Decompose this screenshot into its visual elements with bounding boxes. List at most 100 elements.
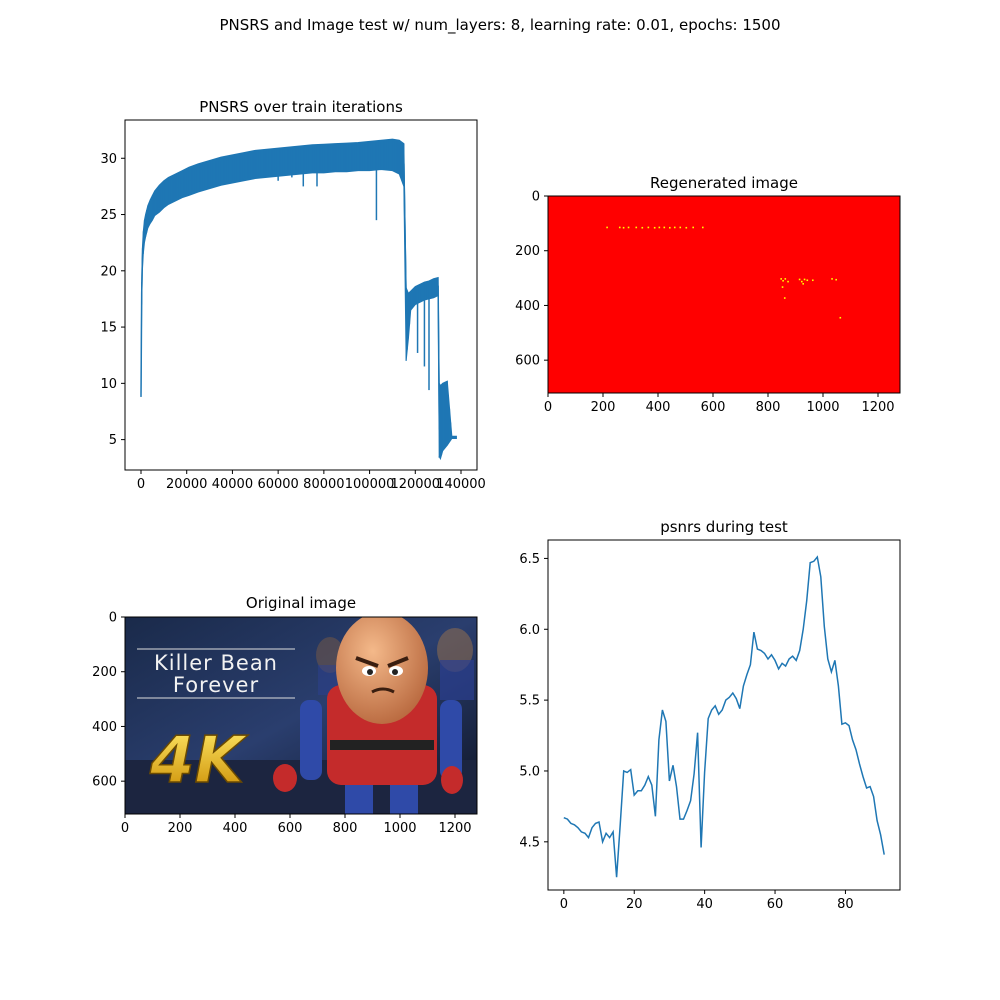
regen-y-tick-label: 400: [515, 299, 540, 314]
train-y-tick-label: 10: [100, 377, 117, 392]
original-x-tick-label: 1200: [438, 821, 471, 836]
test-plot-frame: [547, 539, 901, 891]
train-noise-segment: [414, 284, 420, 305]
regen-speckle: [801, 280, 803, 283]
train-noise-segment: [254, 149, 267, 179]
train-noise-segment: [266, 148, 278, 178]
regen-speckle: [641, 226, 644, 229]
train-noise-segment: [220, 155, 232, 186]
original-image: Killer Bean Forever 4K: [125, 617, 477, 814]
train-noise-segment: [419, 282, 424, 303]
original-x-tick-label: 800: [333, 821, 358, 836]
train-noise-segment: [174, 171, 182, 201]
train-noise-segment: [209, 157, 221, 189]
train-noise-segment: [323, 143, 335, 173]
test-y-tick-label: 5.5: [519, 694, 540, 709]
original-y-tick-label: 200: [92, 665, 117, 680]
original-image-text-line1: Killer Bean: [154, 651, 278, 675]
regen-speckle: [653, 226, 656, 229]
train-noise-segment: [369, 140, 381, 171]
original-image-title: Original image: [246, 594, 356, 612]
train-noise-segment: [243, 150, 255, 181]
train-noise-segment: [151, 193, 155, 221]
train-x-tick-label: 0: [137, 477, 145, 492]
regen-speckle: [622, 226, 625, 229]
test-psnr-chart: psnrs during test 0 20 40 60 80 4.5 5.0 5.5 6.0 6…: [519, 518, 901, 912]
regen-speckle: [685, 226, 688, 229]
regen-y-tick-label: 200: [515, 244, 540, 259]
regen-speckle: [780, 278, 782, 280]
regenerated-image: [548, 196, 900, 393]
regen-speckle: [839, 316, 842, 319]
train-noise-segment: [433, 277, 438, 298]
figure-title: PNSRS and Image test w/ num_layers: 8, l…: [219, 16, 781, 34]
regen-x-tick-label: 1200: [861, 400, 894, 415]
original-x-tick-label: 400: [223, 821, 248, 836]
regen-speckle: [692, 226, 694, 229]
regenerated-image-panel: Regenerated image 0 200 400 600 800 1000 1200 0…: [515, 174, 901, 415]
regen-x-tick-label: 1000: [806, 400, 839, 415]
regen-speckle: [606, 226, 608, 229]
train-noise-segment: [405, 287, 408, 361]
regen-speckle: [812, 279, 814, 282]
regen-x-tick-label: 200: [591, 400, 616, 415]
regen-speckle: [618, 226, 621, 229]
train-noise-segment: [407, 292, 411, 339]
train-noise-segment: [398, 140, 404, 184]
regen-speckle: [663, 226, 666, 229]
original-image-panel: Original image: [92, 594, 478, 836]
original-image-text-line2: Forever: [173, 673, 259, 697]
train-noise-segment: [391, 139, 399, 174]
train-noise-segment: [231, 152, 244, 183]
regen-speckle: [679, 226, 682, 229]
train-noise-segment: [163, 178, 168, 208]
train-noise-segment: [446, 381, 452, 446]
train-noise-segment: [334, 143, 347, 172]
regen-speckle: [781, 286, 784, 288]
regen-speckle: [635, 226, 638, 229]
original-image-4k-badge: 4K: [149, 724, 249, 798]
train-chart-title: PNSRS over train iterations: [199, 98, 403, 116]
original-y-tick-label: 400: [92, 720, 117, 735]
train-noise-segment: [167, 174, 175, 205]
regen-speckle: [806, 279, 809, 282]
regen-image-title: Regenerated image: [650, 174, 798, 192]
train-noise-segment: [147, 202, 150, 228]
train-noise-segment: [311, 144, 324, 173]
train-noise-segment: [410, 287, 415, 311]
test-chart-title: psnrs during test: [660, 518, 788, 536]
regen-x-tick-label: 0: [544, 400, 552, 415]
original-x-tick-label: 1000: [383, 821, 416, 836]
regen-speckle: [835, 278, 837, 281]
train-noise-segment: [346, 142, 358, 172]
regen-x-tick-label: 800: [756, 400, 781, 415]
train-x-tick-label: 140000: [436, 477, 486, 492]
test-y-tick-label: 4.5: [519, 835, 540, 850]
test-x-tick-label: 20: [626, 897, 643, 912]
regen-speckle: [784, 278, 787, 280]
train-noise-segment: [451, 436, 456, 439]
train-noise-segment: [149, 197, 152, 224]
train-x-tick-label: 120000: [390, 477, 440, 492]
test-x-tick-label: 80: [837, 897, 854, 912]
original-frame: [124, 616, 478, 815]
test-x-tick-label: 60: [767, 897, 784, 912]
test-y-tick-label: 5.0: [519, 764, 540, 779]
train-x-tick-label: 20000: [166, 477, 207, 492]
train-noise-segment: [188, 164, 198, 196]
train-noise-segment: [439, 384, 443, 459]
regen-speckle: [782, 279, 784, 282]
regen-speckle: [783, 297, 786, 299]
regen-speckle: [802, 283, 804, 285]
regen-speckle: [798, 278, 801, 281]
regen-frame: [547, 195, 901, 394]
regen-speckle: [831, 278, 833, 280]
train-x-tick-label: 80000: [303, 477, 344, 492]
train-x-tick-label: 60000: [257, 477, 298, 492]
train-noise-segment: [300, 144, 312, 174]
train-noise-segment: [277, 147, 289, 177]
train-noise-segment: [197, 160, 209, 192]
train-noise-segment: [380, 139, 392, 171]
regen-y-tick-label: 0: [532, 190, 540, 205]
